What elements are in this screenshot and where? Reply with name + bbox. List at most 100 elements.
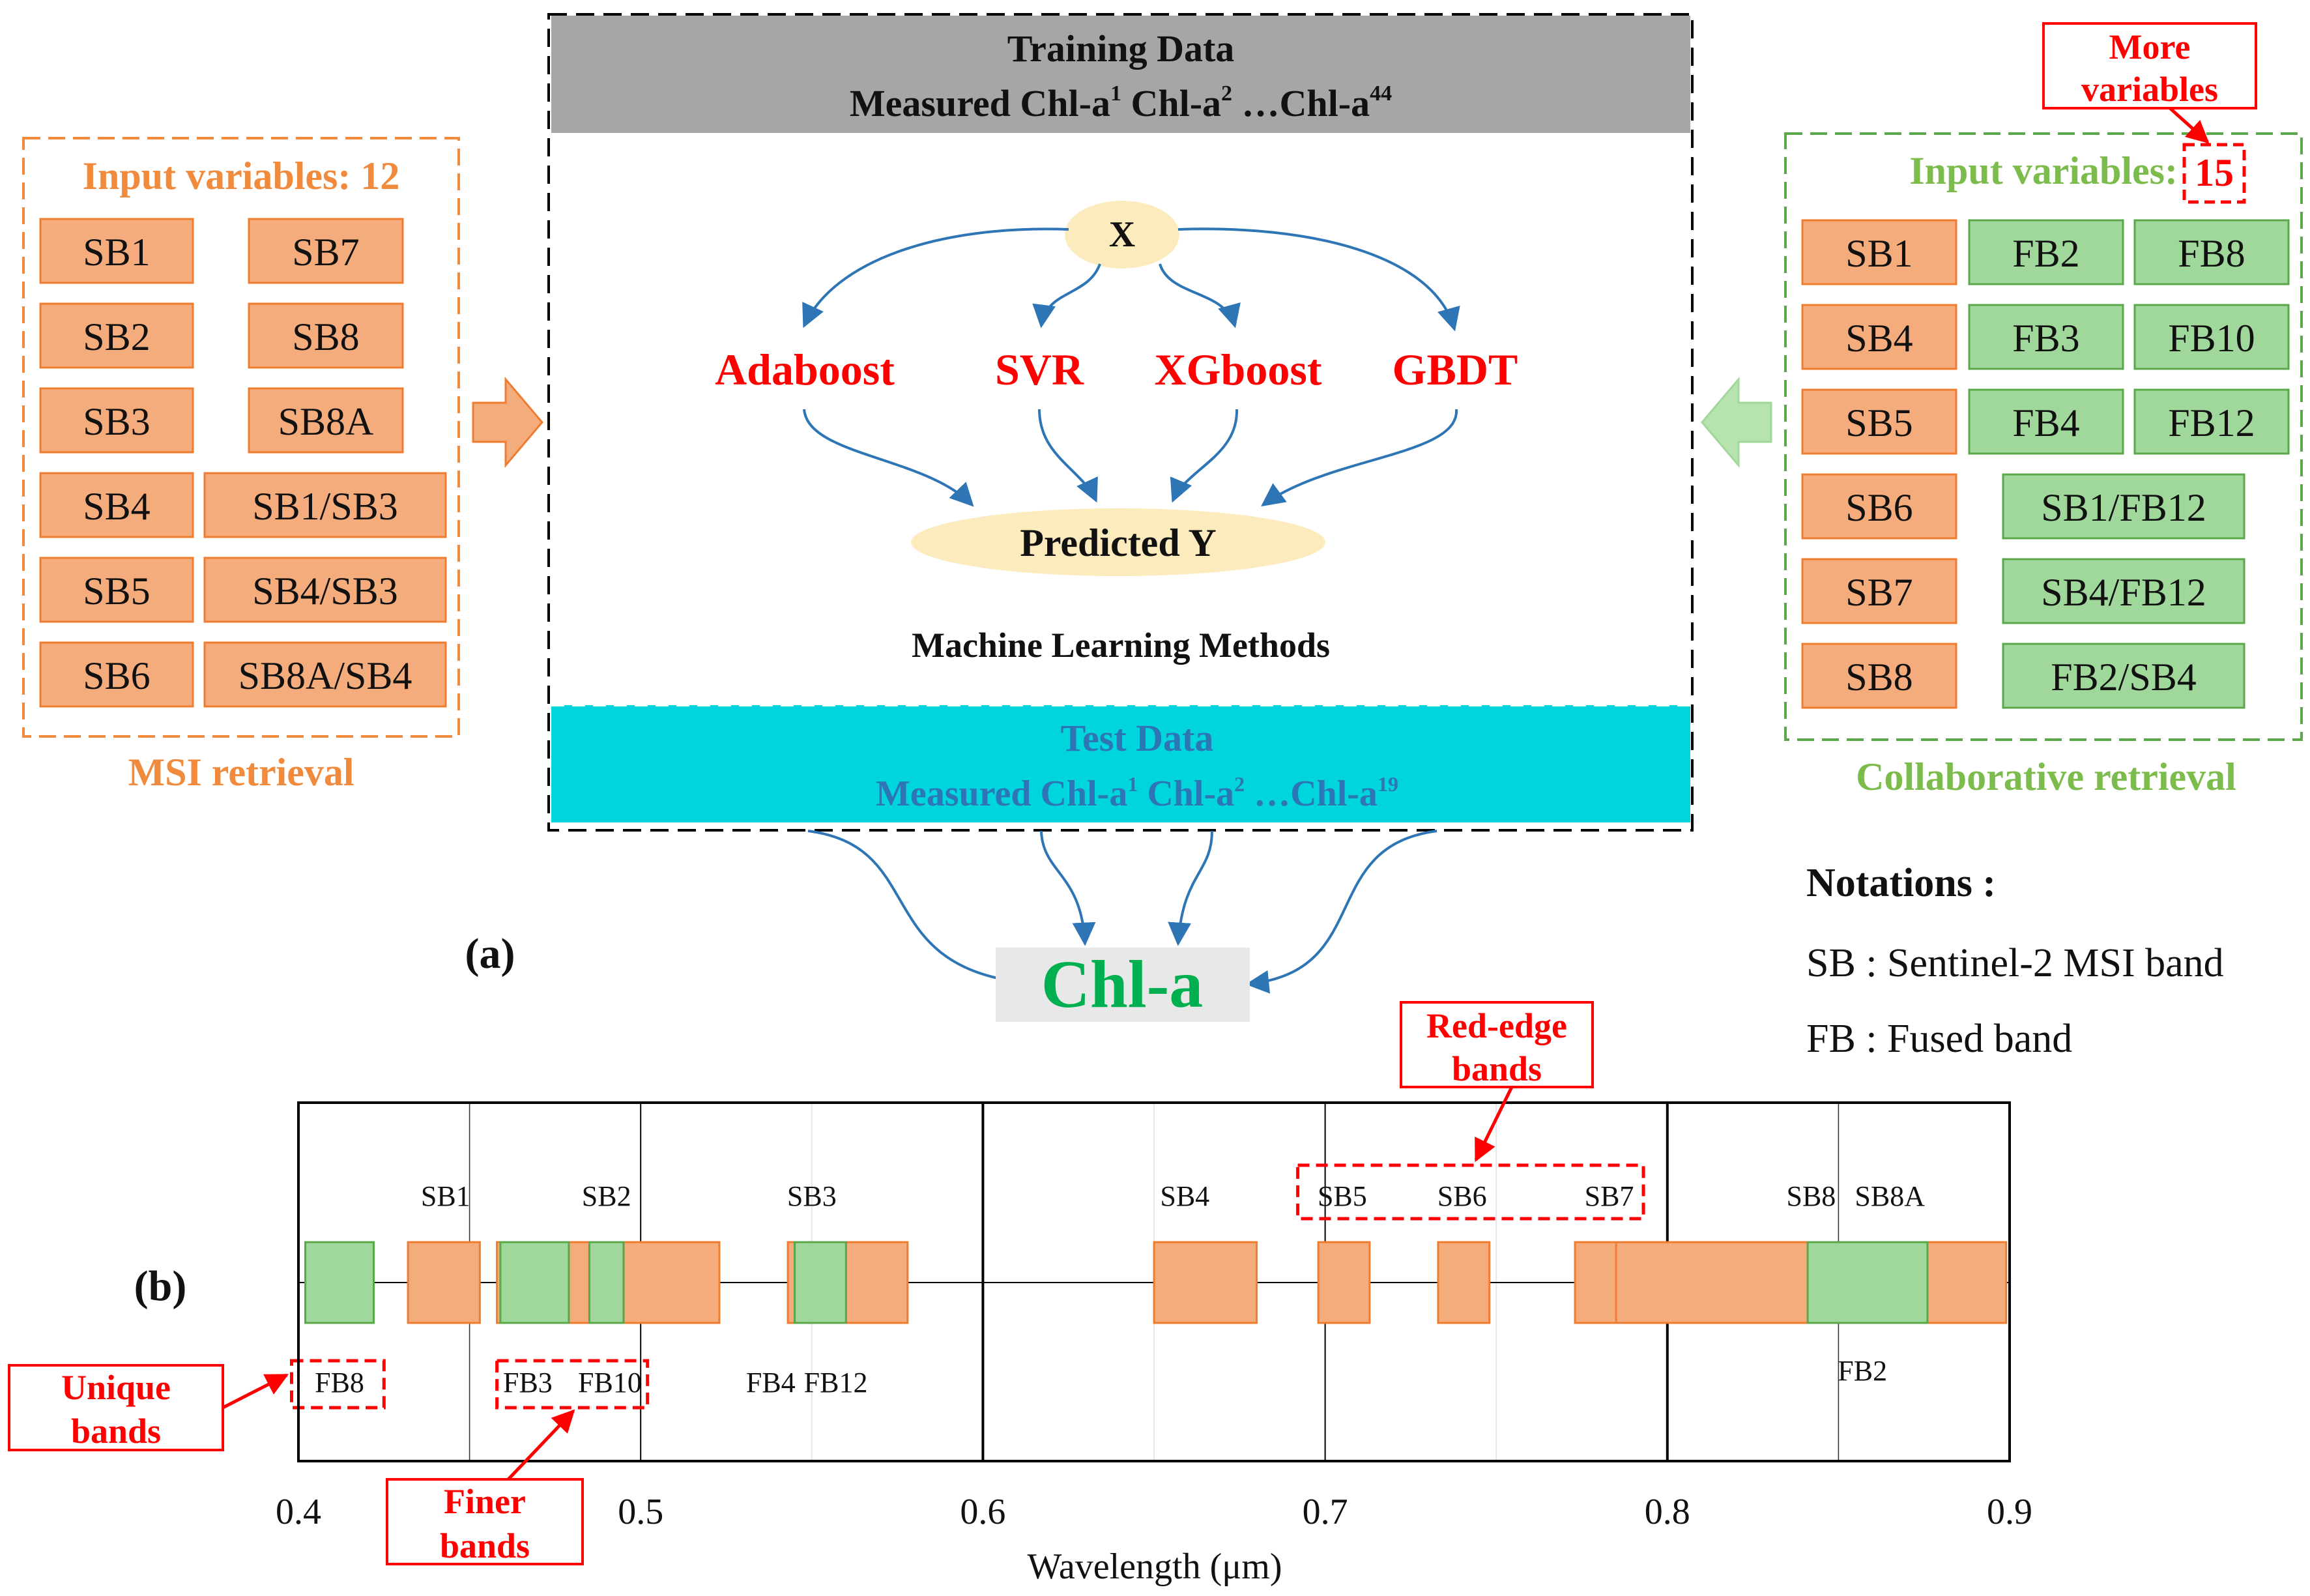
collab-var-sb5-box (1801, 388, 1957, 455)
x-tick-label: 0.7 (1303, 1492, 1348, 1532)
msi-var-sb6-label: SB6 (83, 654, 150, 697)
msi-var-sb8a-sb4-box (203, 641, 447, 708)
msi-var-sb2-box (39, 302, 194, 369)
chla-output-box (996, 948, 1250, 1022)
finer-bands-line2: bands (440, 1526, 530, 1565)
collab-footer: Collaborative retrieval (1856, 755, 2236, 798)
collab-var-sb4: SB4 (1801, 304, 1957, 370)
collab-var-sb1-fb12-box (2002, 473, 2245, 540)
band-fb12 (794, 1241, 847, 1324)
finer-bands-arrow (507, 1409, 575, 1481)
collab-header: Input variables: (1909, 149, 2178, 192)
collab-var-sb7: SB7 (1801, 558, 1957, 624)
collab-count-box (2182, 143, 2246, 204)
msi-var-sb8a-box (248, 387, 404, 454)
unique-bands-line1: Unique (61, 1368, 171, 1407)
finer-bands-box (495, 1359, 650, 1410)
wavelength-chart: SB1 SB2 SB3 SB4 SB5 SB6 SB7 SB8 SB8A FB8 FB3 FB10 FB… (276, 1101, 2032, 1587)
finer-bands-callout (386, 1478, 584, 1565)
collab-var-sb8-box (1801, 643, 1957, 709)
test-to-chla-arrows (807, 830, 1437, 994)
x-label: X (1109, 214, 1135, 255)
msi-var-sb7: SB7 (248, 218, 404, 284)
x-node (1065, 201, 1179, 268)
x-axis-label: Wavelength (μm) (1028, 1546, 1282, 1587)
test-data-header (551, 705, 1690, 822)
band-fb2 (1806, 1241, 1929, 1324)
collab-var-fb3-box (1968, 304, 2124, 370)
msi-var-sb4-label: SB4 (83, 485, 150, 528)
collab-var-fb2: FB2 (1968, 219, 2124, 285)
notation-fb: FB : Fused band (1806, 1017, 2072, 1061)
msi-var-sb8a: SB8A (248, 387, 404, 454)
msi-var-sb8a-sb4: SB8A/SB4 (203, 641, 447, 708)
collab-var-fb8: FB8 (2133, 219, 2290, 285)
collab-var-sb1: SB1 (1801, 219, 1957, 285)
sb-label-sb8: SB8 (1786, 1180, 1836, 1212)
collab-var-fb12-label: FB12 (2168, 401, 2255, 444)
chla-output-label: Chl-a (1041, 947, 1203, 1022)
fb-label-fb2: FB2 (1838, 1355, 1887, 1387)
msi-var-sb3-box (39, 387, 194, 454)
collab-var-fb12-box (2133, 388, 2290, 455)
notation-sb: SB : Sentinel-2 MSI band (1806, 941, 2224, 985)
collab-var-fb8-label: FB8 (2178, 232, 2245, 275)
collab-var-fb4-label: FB4 (2012, 401, 2079, 444)
msi-var-sb2-label: SB2 (83, 315, 150, 358)
msi-var-sb1-sb3: SB1/SB3 (203, 472, 447, 538)
x-to-methods-arrows (802, 227, 1460, 332)
msi-var-sb3: SB3 (39, 387, 194, 454)
sb-label-sb1: SB1 (421, 1180, 470, 1212)
fb-label-fb4: FB4 (746, 1367, 796, 1399)
fb-label-fb10: FB10 (578, 1367, 642, 1399)
msi-var-sb8a-sb4-label: SB8A/SB4 (238, 654, 412, 697)
sb-label-sb4: SB4 (1160, 1180, 1209, 1212)
collab-var-sb5-label: SB5 (1845, 401, 1913, 444)
unique-bands-box (289, 1359, 386, 1410)
x-tick-label: 0.6 (960, 1492, 1005, 1532)
method-svr: SVR (995, 345, 1084, 394)
band-sb1 (407, 1241, 481, 1324)
training-data-header (551, 16, 1690, 133)
more-variables-callout (2042, 22, 2257, 109)
ml-caption: Machine Learning Methods (912, 626, 1330, 665)
msi-header: Input variables: 12 (83, 154, 400, 197)
collab-var-sb4-fb12: SB4/FB12 (2002, 558, 2245, 624)
sb-label-sb3: SB3 (787, 1180, 837, 1212)
notations-title: Notations : (1806, 861, 1996, 905)
msi-variable-boxes: SB1 SB2 SB3 SB4 SB5 SB6 SB7 SB8 SB8A SB1/SB3 SB4/S… (39, 218, 447, 708)
x-tick-label: 0.5 (618, 1492, 663, 1532)
collab-var-fb10-label: FB10 (2168, 317, 2255, 360)
x-tick-label: 0.4 (276, 1492, 321, 1532)
msi-var-sb4-sb3-box (203, 557, 447, 623)
finer-bands-line1: Finer (444, 1482, 526, 1521)
msi-var-sb6: SB6 (39, 641, 194, 708)
more-variables-line2: variables (2081, 70, 2218, 109)
sb-label-sb7: SB7 (1585, 1180, 1634, 1212)
collab-var-fb4: FB4 (1968, 388, 2124, 455)
collab-var-fb2-box (1968, 219, 2124, 285)
msi-var-sb5-label: SB5 (83, 570, 150, 613)
panel-b-label: (b) (134, 1262, 187, 1310)
collab-var-sb8: SB8 (1801, 643, 1957, 709)
panel-a-label: (a) (465, 930, 515, 978)
band-sb6 (1437, 1241, 1491, 1324)
collab-panel-border (1784, 132, 2303, 741)
x-tick-label: 0.8 (1645, 1492, 1690, 1532)
collab-var-sb6: SB6 (1801, 473, 1957, 540)
test-subtitle: Measured Chl-a1 Chl-a2 …Chl-a19 (876, 772, 1398, 814)
collab-var-sb7-label: SB7 (1845, 571, 1913, 614)
collab-var-sb5: SB5 (1801, 388, 1957, 455)
methods-to-predicted-arrows (803, 409, 1458, 507)
sb-label-sb2: SB2 (582, 1180, 631, 1212)
predicted-y-label: Predicted Y (1020, 521, 1217, 564)
msi-arrow-icon (472, 376, 543, 469)
collab-var-fb2-sb4-box (2002, 643, 2245, 709)
training-subtitle: Measured Chl-a1 Chl-a2 …Chl-a44 (850, 81, 1392, 124)
msi-var-sb3-label: SB3 (83, 400, 150, 443)
collab-var-fb8-box (2133, 219, 2290, 285)
msi-var-sb7-box (248, 218, 404, 284)
fb-label-fb3: FB3 (503, 1367, 553, 1399)
msi-footer: MSI retrieval (128, 751, 354, 794)
